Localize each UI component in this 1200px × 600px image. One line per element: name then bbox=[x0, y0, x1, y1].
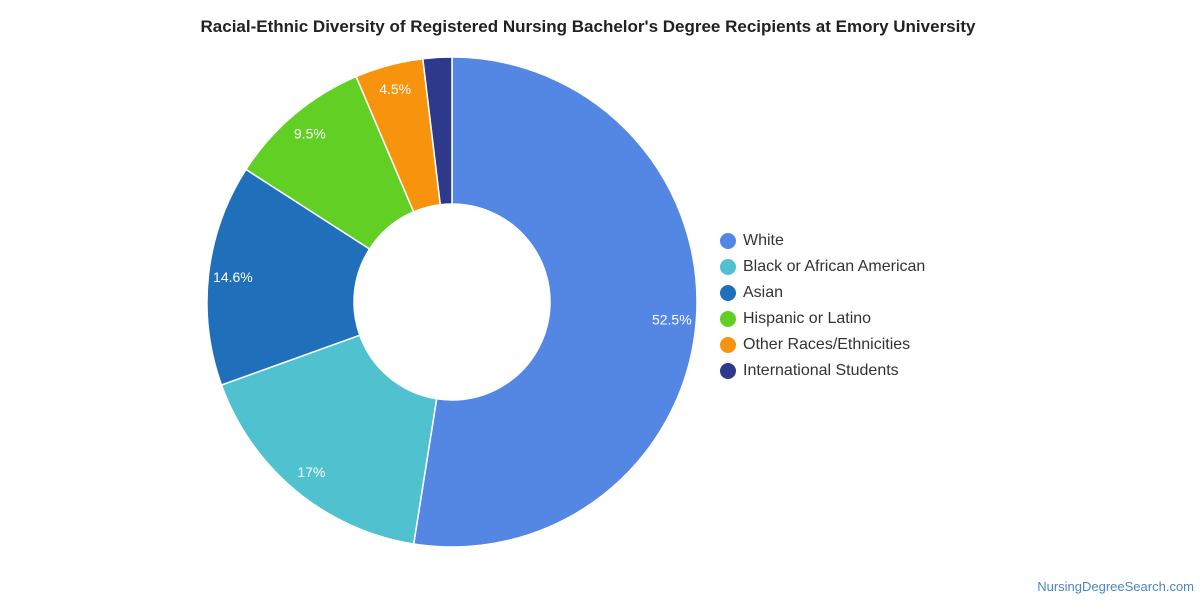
slice-label: 4.5% bbox=[379, 81, 411, 97]
chart-title: Racial-Ethnic Diversity of Registered Nu… bbox=[200, 17, 976, 36]
slice-label: 9.5% bbox=[294, 125, 326, 141]
legend-label: International Students bbox=[743, 362, 899, 379]
legend-label: Black or African American bbox=[743, 258, 926, 275]
legend-swatch bbox=[720, 311, 736, 327]
legend-label: Asian bbox=[743, 284, 784, 301]
slice-label: 14.6% bbox=[213, 269, 253, 285]
legend-item: Black or African American bbox=[720, 254, 925, 280]
slices-group bbox=[206, 56, 698, 548]
legend-item: Hispanic or Latino bbox=[720, 306, 925, 332]
source-footer: NursingDegreeSearch.com bbox=[1037, 579, 1194, 594]
slice-label: 17% bbox=[297, 464, 325, 480]
slice-white bbox=[412, 56, 698, 548]
legend-swatch bbox=[720, 363, 736, 379]
legend-label: Other Races/Ethnicities bbox=[743, 336, 911, 353]
slice-international-students bbox=[421, 56, 453, 206]
slice-labels-group: 52.5% 17% 14.6% 9.5% 4.5% bbox=[213, 81, 692, 480]
legend-item: Asian bbox=[720, 280, 925, 306]
slice-black-or-african-american bbox=[220, 334, 438, 545]
legend-label: White bbox=[743, 232, 784, 249]
legend-swatch bbox=[720, 337, 736, 353]
legend-swatch bbox=[720, 259, 736, 275]
legend-item: White bbox=[720, 228, 925, 254]
legend-item: International Students bbox=[720, 358, 925, 384]
slice-label: 52.5% bbox=[652, 311, 692, 327]
legend-swatch bbox=[720, 233, 736, 249]
legend-swatch bbox=[720, 285, 736, 301]
legend-label: Hispanic or Latino bbox=[743, 310, 872, 327]
legend-item: Other Races/Ethnicities bbox=[720, 332, 925, 358]
chart-legend: White Black or African American Asian Hispa… bbox=[720, 228, 925, 384]
